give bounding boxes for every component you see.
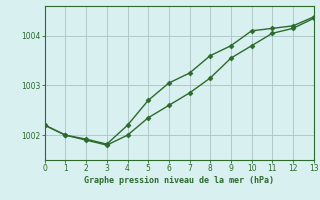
- X-axis label: Graphe pression niveau de la mer (hPa): Graphe pression niveau de la mer (hPa): [84, 176, 274, 185]
